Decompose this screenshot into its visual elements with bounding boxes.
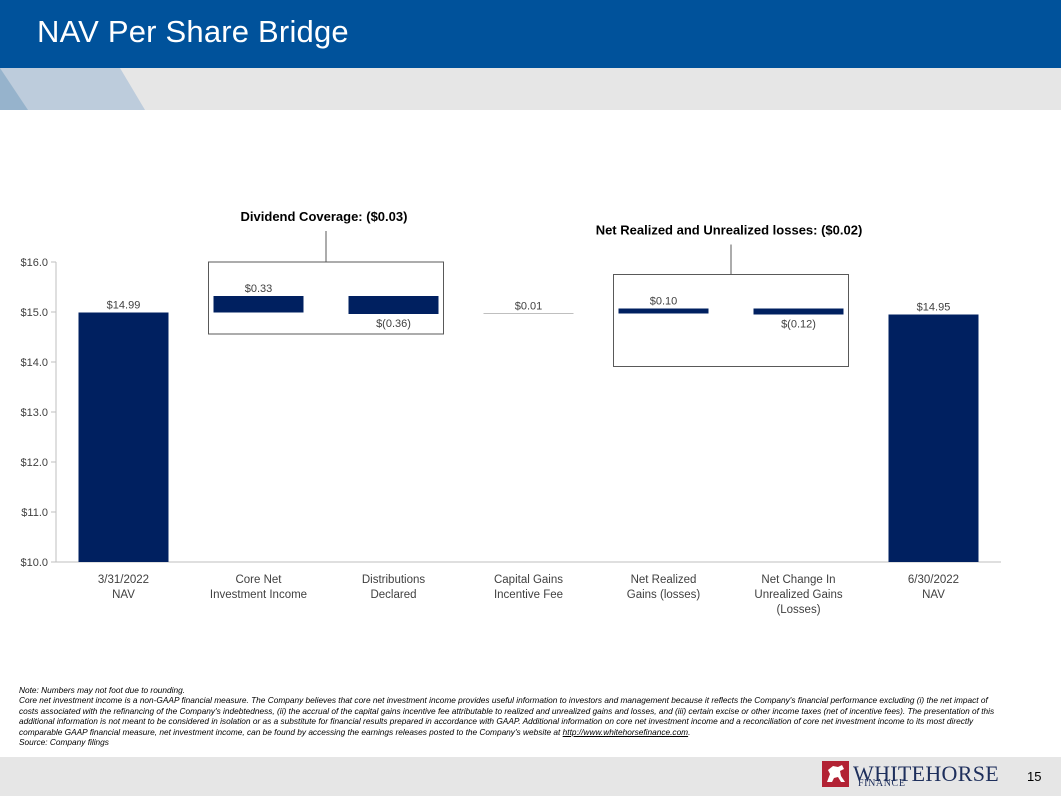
company-logo: WHITEHORSE FINANCE	[822, 761, 1008, 791]
y-tick-label: $14.0	[20, 357, 48, 369]
data-label: $0.33	[245, 283, 273, 295]
page-number: 15	[1027, 769, 1042, 784]
website-link[interactable]: http://www.whitehorsefinance.com	[562, 726, 689, 737]
rounding-note: Note: Numbers may not foot due to roundi…	[19, 685, 186, 695]
y-tick-label: $15.0	[20, 307, 48, 319]
y-tick-label: $13.0	[20, 407, 48, 419]
data-label: $(0.36)	[376, 318, 411, 330]
bar-4	[618, 308, 709, 314]
header: NAV Per Share Bridge	[0, 0, 1061, 110]
category-label: Net Realized Gains (losses)	[627, 574, 701, 601]
bar-6	[888, 314, 979, 562]
bar-1	[213, 296, 304, 313]
core-nii-note-text: Core net investment income is a non-GAAP…	[19, 695, 995, 737]
data-label: $0.01	[515, 301, 543, 313]
category-label: 6/30/2022 NAV	[908, 574, 959, 601]
category-label: 3/31/2022 NAV	[98, 574, 149, 601]
logo-wordmark: WHITEHORSE	[853, 761, 999, 786]
category-label: Capital Gains Incentive Fee	[494, 574, 563, 601]
logo-subtitle: FINANCE	[858, 778, 906, 789]
category-label: Core Net Investment Income	[210, 574, 307, 601]
bar-0	[78, 312, 169, 562]
y-tick-label: $10.0	[20, 557, 48, 569]
bar-5	[753, 308, 844, 315]
footer-band	[0, 757, 1061, 796]
category-label: Net Change In Unrealized Gains (Losses)	[754, 574, 842, 616]
footnotes: Note: Numbers may not foot due to roundi…	[19, 685, 1004, 747]
core-nii-note: Core net investment income is a non-GAAP…	[19, 695, 1004, 737]
y-tick-label: $12.0	[20, 457, 48, 469]
data-label: $0.10	[650, 296, 678, 308]
source-note: Source: Company filings	[19, 737, 109, 748]
y-tick-label: $11.0	[21, 507, 48, 519]
data-label: $(0.12)	[781, 319, 816, 331]
category-label: Distributions Declared	[362, 574, 426, 601]
nav-bridge-chart: $10.0 $11.0 $12.0 $13.0 $14.0 $15.0 $16.0 $14.9…	[20, 209, 1001, 616]
core-nii-note-end: .	[688, 726, 691, 737]
horse-icon	[822, 761, 849, 787]
data-label: $14.95	[917, 302, 951, 314]
annotation-label: Net Realized and Unrealized losses: ($0.…	[596, 223, 863, 238]
header-band	[0, 0, 1061, 110]
page-title: NAV Per Share Bridge	[37, 14, 349, 49]
bar-2	[348, 296, 439, 314]
annotation-label: Dividend Coverage: ($0.03)	[241, 209, 408, 224]
y-tick-label: $16.0	[20, 257, 48, 269]
data-label: $14.99	[107, 300, 141, 312]
